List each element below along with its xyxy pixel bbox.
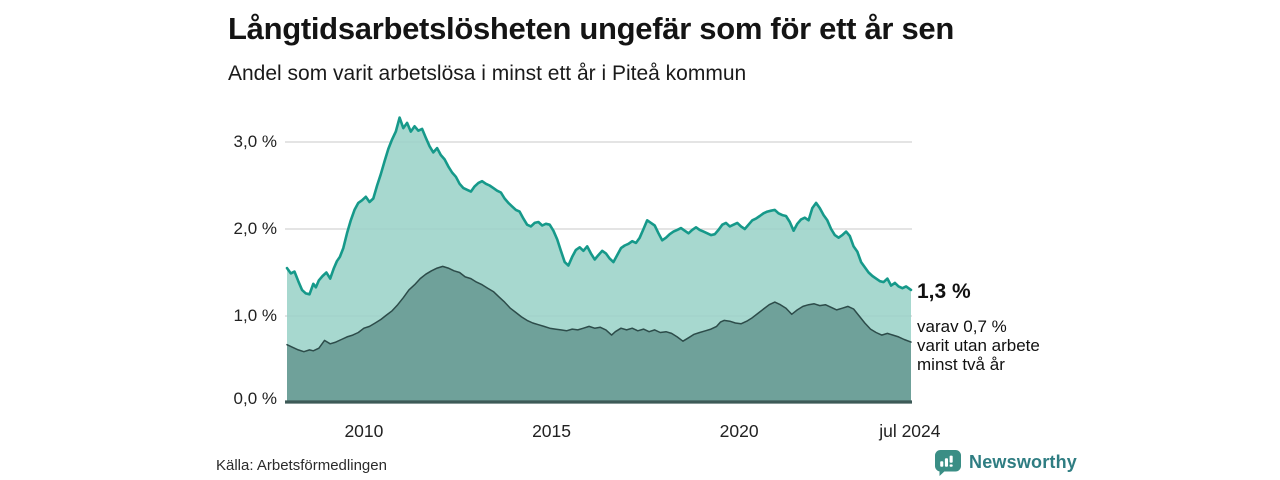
speech-bubble-bar-chart-icon	[934, 448, 962, 477]
x-tick-label: jul 2024	[879, 421, 941, 441]
y-tick-label: 2,0 %	[233, 219, 277, 238]
chart-subtitle: Andel som varit arbetslösa i minst ett å…	[228, 62, 747, 85]
end-value-label: 1,3 %	[917, 280, 971, 303]
page-title: Långtidsarbetslösheten ungefär som för e…	[228, 11, 955, 46]
y-tick-label: 0,0 %	[233, 389, 277, 408]
source-text: Källa: Arbetsförmedlingen	[216, 457, 387, 474]
x-tick-label: 2015	[532, 421, 571, 441]
y-tick-label: 1,0 %	[233, 306, 277, 325]
logo-text: Newsworthy	[969, 452, 1078, 472]
newsworthy-logo[interactable]: Newsworthy	[934, 448, 1077, 477]
end-value-note: varav 0,7 % varit utan arbete minst två …	[917, 317, 1040, 374]
y-tick-label: 3,0 %	[233, 132, 277, 151]
x-tick-label: 2010	[344, 421, 384, 441]
x-tick-label: 2020	[719, 421, 759, 441]
